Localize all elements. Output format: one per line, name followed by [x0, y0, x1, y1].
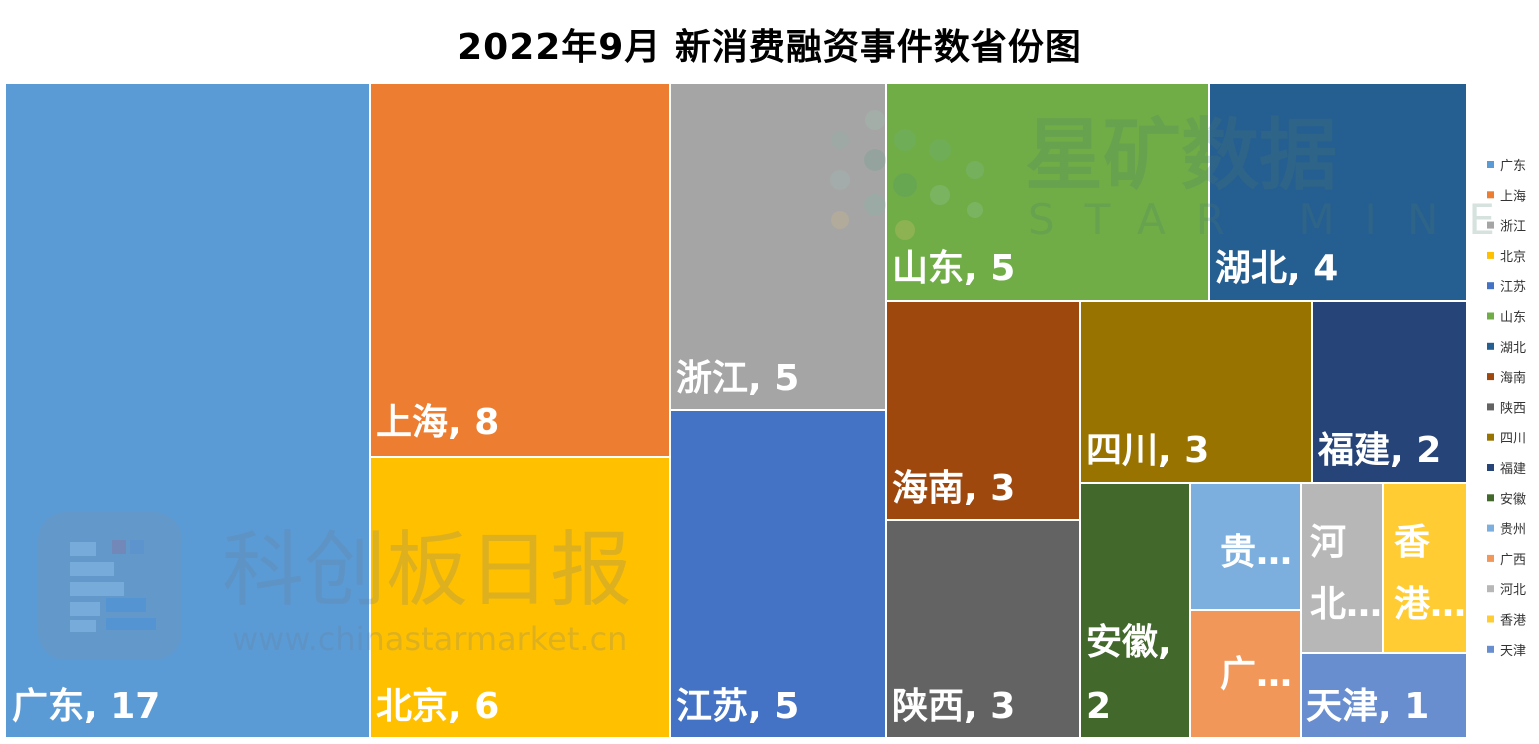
tile-北京 — [369, 456, 671, 739]
tile-湖北 — [1208, 82, 1468, 302]
legend-label-福建: 福建 — [1500, 462, 1526, 477]
legend-label-安徽: 安徽 — [1500, 492, 1526, 507]
tile-香港 — [1382, 482, 1468, 654]
tile-label-广西: 广… — [1220, 654, 1292, 695]
legend-label-山东: 山东 — [1500, 311, 1526, 326]
cls-logo — [38, 512, 182, 660]
treemap-labels: 广东, 17 上海, 8 浙江, 5 北京, 6 江苏, 5 山东, 5 湖北, 4 海南, … — [12, 248, 1466, 727]
tile-浙江 — [669, 82, 887, 411]
treemap-tiles — [4, 82, 1468, 739]
tile-label-河北-line1: 河 — [1310, 522, 1346, 563]
starmine-watermark-en: STAR MINE — [1028, 195, 1525, 244]
tile-label-香港-line1: 香 — [1394, 522, 1430, 563]
tile-label-贵州: 贵… — [1220, 532, 1292, 573]
legend-label-四川: 四川 — [1500, 432, 1526, 447]
tile-label-广东: 广东, 17 — [12, 686, 160, 727]
tile-安徽 — [1079, 482, 1191, 739]
cls-watermark-url: www.chinastarmarket.cn — [232, 620, 627, 658]
tile-贵州 — [1189, 482, 1302, 611]
legend-swatch-湖北 — [1487, 342, 1494, 350]
tile-四川 — [1079, 300, 1313, 484]
tile-江苏 — [669, 409, 887, 739]
legend-swatch-天津 — [1487, 645, 1494, 653]
legend-swatch-香港 — [1487, 615, 1494, 623]
legend-label-广东: 广东 — [1500, 159, 1526, 174]
tile-label-江苏: 江苏, 5 — [676, 686, 799, 727]
legend-swatch-陕西 — [1487, 403, 1494, 411]
legend-swatch-四川 — [1487, 433, 1494, 441]
legend-label-江苏: 江苏 — [1500, 279, 1526, 295]
tile-天津 — [1300, 652, 1468, 739]
tile-海南 — [885, 300, 1081, 521]
tile-label-北京: 北京, 6 — [376, 685, 499, 727]
tile-label-湖北: 湖北, 4 — [1215, 248, 1338, 289]
chart-title: 2022年9月 新消费融资事件数省份图 — [457, 27, 1082, 68]
legend-swatch-河北 — [1487, 585, 1494, 593]
starmine-watermark-cn: 星矿数据 — [1025, 111, 1337, 201]
legend-label-香港: 香港 — [1500, 614, 1526, 629]
legend-swatch-江苏 — [1487, 282, 1494, 290]
legend-label-上海: 上海 — [1500, 189, 1526, 204]
legend-swatch-上海 — [1487, 191, 1494, 199]
tile-label-陕西: 陕西, 3 — [892, 686, 1015, 727]
legend-label-贵州: 贵州 — [1500, 523, 1526, 538]
legend-label-海南: 海南 — [1500, 370, 1526, 386]
tile-label-香港-line2: 港… — [1394, 584, 1466, 625]
legend-swatch-广西 — [1487, 554, 1494, 562]
tile-label-上海: 上海, 8 — [376, 402, 499, 443]
legend-swatch-山东 — [1487, 312, 1494, 320]
legend-label-北京: 北京 — [1500, 250, 1526, 265]
tile-label-山东: 山东, 5 — [892, 248, 1015, 289]
tile-广西 — [1189, 609, 1302, 739]
legend-swatch-广东 — [1487, 161, 1494, 168]
watermark-layer: 星矿数据 STAR MINE 科创板日报 www.chinastarmarket… — [38, 110, 1525, 660]
tile-广东 — [4, 82, 371, 739]
legend-swatch-安徽 — [1487, 494, 1494, 502]
tile-上海 — [369, 82, 671, 458]
legend-swatch-福建 — [1487, 464, 1494, 471]
tile-label-安徽-line1: 安徽, — [1086, 622, 1172, 663]
starmine-logo — [830, 110, 984, 240]
tile-label-四川: 四川, 3 — [1086, 430, 1209, 471]
legend-label-浙江: 浙江 — [1500, 220, 1526, 235]
legend-label-广西: 广西 — [1500, 553, 1526, 568]
tile-河北 — [1300, 482, 1384, 654]
legend-swatch-海南 — [1487, 373, 1494, 381]
tile-label-福建: 福建, 2 — [1317, 430, 1441, 471]
tile-label-安徽-line2: 2 — [1086, 686, 1111, 727]
legend-swatch-北京 — [1487, 251, 1494, 259]
cls-watermark-cn: 科创板日报 — [222, 523, 632, 618]
tile-label-浙江: 浙江, 5 — [676, 358, 799, 399]
legend-label-湖北: 湖北 — [1500, 341, 1526, 356]
tile-label-河北-line2: 北… — [1310, 584, 1382, 625]
legend-label-陕西: 陕西 — [1500, 401, 1526, 416]
tile-label-天津: 天津, 1 — [1306, 686, 1429, 727]
legend-swatch-浙江 — [1487, 221, 1494, 229]
tile-陕西 — [885, 519, 1081, 739]
legend-label-天津: 天津 — [1500, 644, 1526, 659]
tile-label-海南: 海南, 3 — [892, 468, 1015, 509]
legend-swatch-贵州 — [1487, 524, 1494, 532]
legend-label-河北: 河北 — [1500, 583, 1526, 598]
